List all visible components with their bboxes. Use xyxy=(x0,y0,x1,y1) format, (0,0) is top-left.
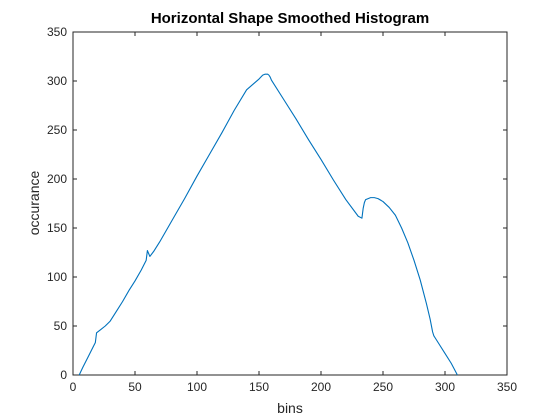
x-axis: 0 50 100 150 200 250 300 350 xyxy=(70,32,517,394)
x-axis-label: bins xyxy=(277,400,303,416)
x-tick-label: 100 xyxy=(187,380,207,394)
x-tick-label: 250 xyxy=(373,380,393,394)
y-tick-label: 250 xyxy=(47,123,67,137)
y-tick-label: 350 xyxy=(47,25,67,39)
x-tick-label: 300 xyxy=(435,380,455,394)
x-tick-label: 50 xyxy=(128,380,142,394)
y-axis: 0 50 100 150 200 250 300 350 xyxy=(47,25,507,382)
x-tick-label: 150 xyxy=(249,380,269,394)
y-tick-label: 200 xyxy=(47,172,67,186)
plot-area xyxy=(72,31,508,376)
y-tick-label: 50 xyxy=(54,319,68,333)
y-tick-label: 100 xyxy=(47,270,67,284)
x-tick-label: 0 xyxy=(70,380,77,394)
y-tick-label: 300 xyxy=(47,74,67,88)
x-tick-label: 200 xyxy=(311,380,331,394)
chart-title: Horizontal Shape Smoothed Histogram xyxy=(151,10,429,27)
y-tick-label: 0 xyxy=(60,368,67,382)
y-tick-label: 150 xyxy=(47,221,67,235)
x-tick-label: 350 xyxy=(497,380,517,394)
series-line xyxy=(78,73,458,376)
y-axis-label: occurance xyxy=(26,170,42,235)
